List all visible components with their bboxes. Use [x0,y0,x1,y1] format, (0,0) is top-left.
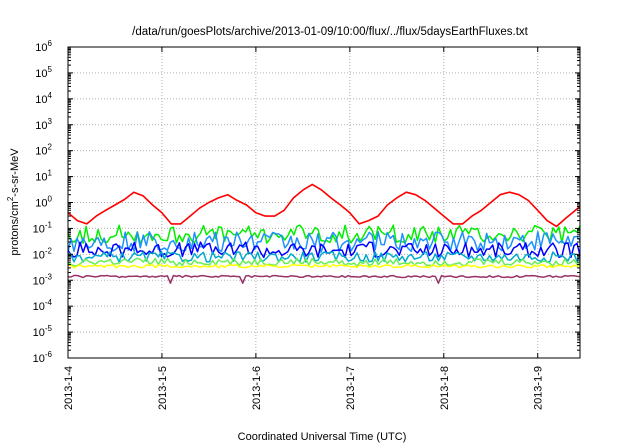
y-tick-exponent: -1 [45,220,53,229]
series-line [67,257,581,267]
x-tick-label: 2013-1-6 [251,366,263,410]
y-tick-label: 103 [35,117,52,132]
x-tick-label: 2013-1-7 [345,366,357,410]
y-tick-label: 105 [35,65,52,80]
y-tick-label: 10-6 [33,350,53,365]
y-tick-exponent: 1 [48,169,53,178]
y-tick-label: 10-2 [33,246,53,261]
y-tick-label: 106 [35,39,52,54]
y-axis-label: protons/cm2-s-sr-MeV [6,148,21,256]
series-line [67,274,581,284]
y-tick-label: 102 [35,143,52,158]
y-tick-exponent: 5 [48,65,53,74]
y-axis-label-sup: 2 [6,196,15,201]
x-tick-label: 2013-1-9 [533,366,545,410]
x-tick-label: 2013-1-5 [157,366,169,410]
y-axis-label-prefix: protons/cm [9,201,21,255]
y-tick-exponent: -2 [45,246,53,255]
y-tick-exponent: 6 [48,39,53,48]
series-line [67,263,581,269]
y-tick-exponent: -4 [45,298,53,307]
y-tick-label: 104 [35,91,52,106]
y-tick-exponent: 0 [48,195,53,204]
y-tick-label: 10-4 [33,298,53,313]
series-line [67,183,581,228]
y-tick-label: 101 [35,169,52,184]
y-tick-exponent: -3 [45,272,53,281]
y-tick-label: 10-5 [33,324,53,339]
series-line [67,250,581,263]
y-tick-label: 10-1 [33,220,53,235]
y-tick-exponent: -5 [45,324,53,333]
ticks: 10-610-510-410-310-210-11001011021031041… [33,39,580,410]
y-tick-exponent: 2 [48,143,53,152]
series-group [67,183,581,284]
series-line [67,241,581,259]
y-tick-exponent: 4 [48,91,53,100]
y-tick-label: 10-3 [33,272,53,287]
y-axis-label-suffix: -s-sr-MeV [9,148,21,197]
series-line [67,231,581,253]
x-axis-label: Coordinated Universal Time (UTC) [238,431,407,443]
x-tick-label: 2013-1-4 [63,366,75,410]
x-tick-label: 2013-1-8 [439,366,451,410]
grid [68,47,580,358]
y-tick-exponent: 3 [48,117,53,126]
y-tick-label: 100 [35,195,52,210]
y-tick-exponent: -6 [45,350,53,359]
chart-title: /data/run/goesPlots/archive/2013-01-09/1… [132,26,528,38]
